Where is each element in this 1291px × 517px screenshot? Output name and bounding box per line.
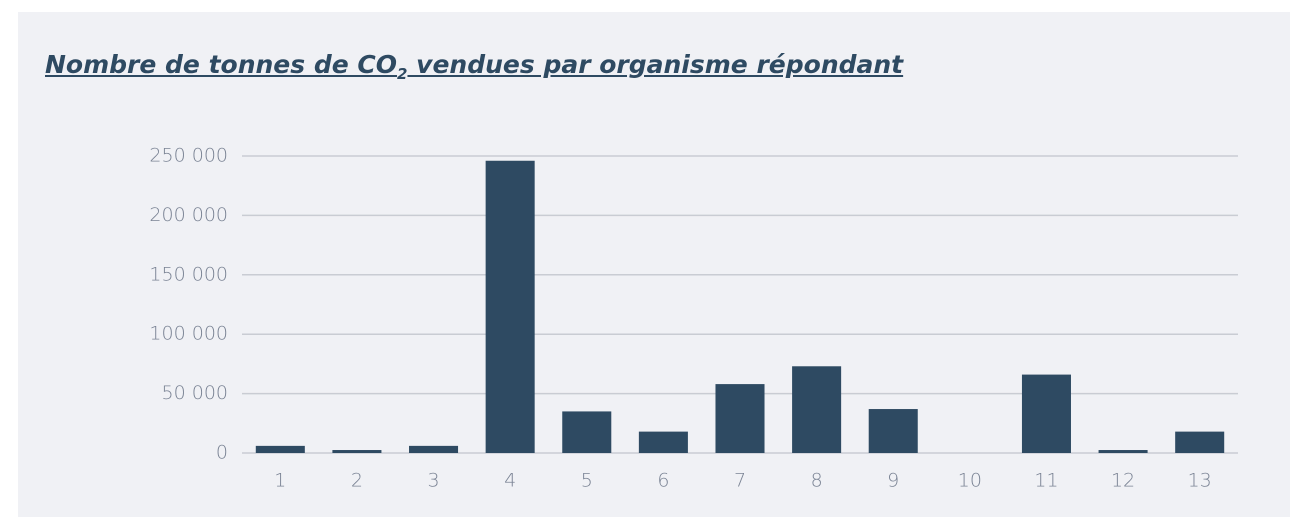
x-tick-label: 3 xyxy=(427,470,439,492)
x-tick-label: 5 xyxy=(581,470,593,492)
title-part: vendues par organisme répondant xyxy=(407,50,904,79)
bar xyxy=(1175,431,1225,453)
y-tick-label: 150 000 xyxy=(149,263,228,285)
title-part: Nombre de tonnes de CO xyxy=(45,50,398,79)
bar xyxy=(868,409,918,453)
x-tick-label: 11 xyxy=(1034,470,1058,492)
bar xyxy=(485,160,535,453)
bar xyxy=(638,431,688,453)
title-subscript: 2 xyxy=(397,65,408,83)
bar xyxy=(332,450,382,453)
bar xyxy=(792,366,842,453)
bar xyxy=(1098,450,1148,453)
y-tick-label: 100 000 xyxy=(149,323,228,345)
x-tick-label: 13 xyxy=(1188,470,1212,492)
x-tick-label: 12 xyxy=(1111,470,1135,492)
bar xyxy=(562,411,612,453)
x-tick-label: 9 xyxy=(887,470,899,492)
bar xyxy=(255,445,305,453)
bar xyxy=(1021,374,1071,453)
x-tick-label: 10 xyxy=(958,470,982,492)
bar xyxy=(409,445,459,453)
chart-panel: Nombre de tonnes de CO2 vendues par orga… xyxy=(18,12,1290,517)
x-tick-label: 2 xyxy=(351,470,363,492)
y-tick-label: 0 xyxy=(216,442,228,464)
y-tick-label: 50 000 xyxy=(162,382,228,404)
y-tick-label: 200 000 xyxy=(149,204,228,226)
chart-title: Nombre de tonnes de CO2 vendues par orga… xyxy=(45,50,903,83)
x-tick-label: 8 xyxy=(811,470,823,492)
y-tick-label: 250 000 xyxy=(149,145,228,167)
x-tick-label: 1 xyxy=(274,470,286,492)
x-tick-label: 6 xyxy=(657,470,669,492)
bar xyxy=(715,384,765,453)
x-tick-label: 4 xyxy=(504,470,516,492)
x-tick-label: 7 xyxy=(734,470,746,492)
